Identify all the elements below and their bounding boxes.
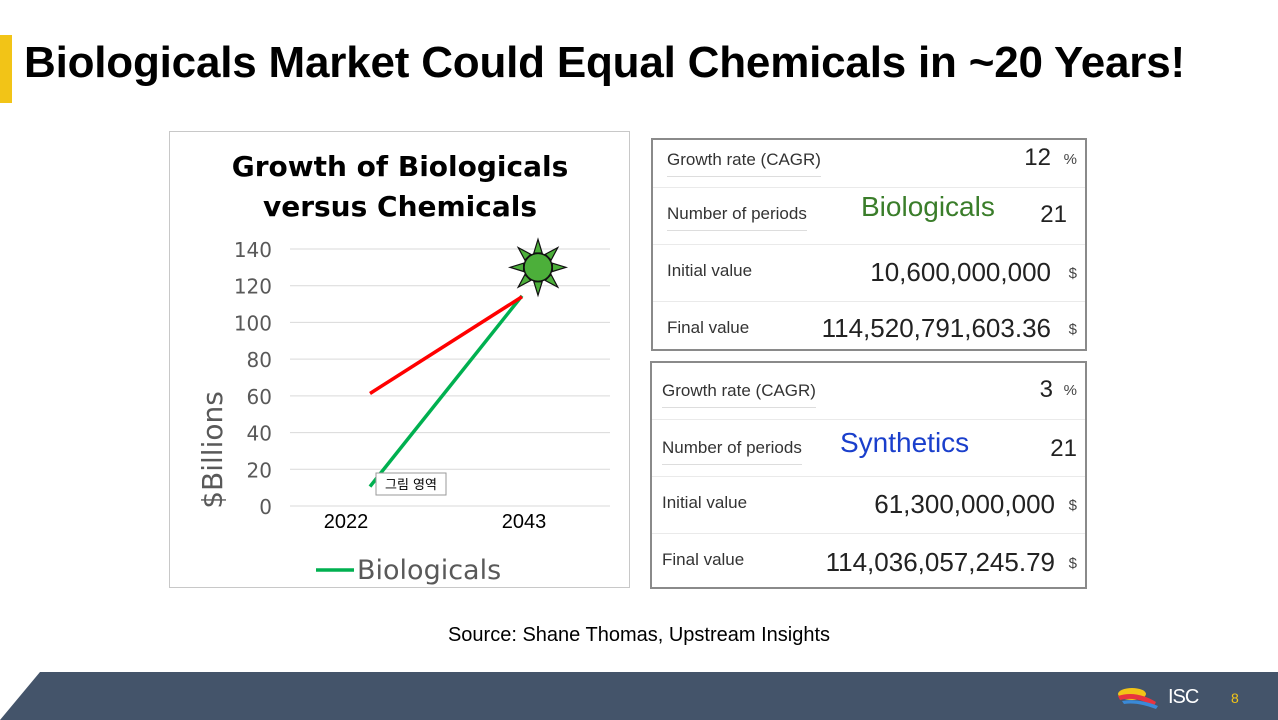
initial-value[interactable]: 61,300,000,000 [874, 489, 1055, 519]
chart-svg: Growth of Biologicals versus Chemicals $… [196, 150, 610, 586]
calc-separator [652, 533, 1085, 534]
calc-row-final: Final value 114,520,791,603.36 $ [653, 301, 1085, 358]
periods-label: Number of periods [667, 204, 807, 231]
y-tick-label: 140 [234, 238, 272, 262]
chart-title-line-1: Growth of Biologicals [232, 150, 569, 183]
footer-bar [0, 672, 1278, 720]
final-value-label: Final value [667, 318, 750, 337]
biologicals-calculator: Growth rate (CAGR) 12 % Number of period… [651, 138, 1087, 351]
legend-label: Biologicals [357, 555, 501, 586]
initial-value-unit: $ [1068, 497, 1077, 514]
legend-item: Biologicals [316, 555, 501, 586]
calc-separator [653, 187, 1085, 188]
growth-rate-unit: % [1063, 382, 1077, 399]
calc-row-final: Final value 114,036,057,245.79 $ [652, 533, 1085, 590]
source-citation: Source: Shane Thomas, Upstream Insights [447, 624, 831, 646]
calc-row-initial: Initial value 10,600,000,000 $ [653, 244, 1085, 301]
sun-core [523, 252, 553, 283]
x-tick-label: 2022 [324, 511, 369, 533]
final-value: 114,036,057,245.79 [825, 547, 1055, 577]
y-tick-label: 20 [247, 458, 272, 482]
series-line-biologicals [368, 294, 524, 488]
y-tick-label: 100 [234, 311, 272, 335]
growth-rate-label: Growth rate (CAGR) [667, 150, 821, 177]
calc-separator [652, 476, 1085, 477]
y-tick-label: 120 [234, 275, 272, 299]
synthetics-calculator: Growth rate (CAGR) 3 % Number of periods… [650, 361, 1087, 589]
calc-row-initial: Initial value 61,300,000,000 $ [652, 476, 1085, 533]
title-accent-bar [0, 35, 12, 103]
y-tick-label: 0 [259, 495, 272, 519]
calc-separator [653, 244, 1085, 245]
final-value-unit: $ [1068, 555, 1077, 572]
calc-separator [652, 419, 1085, 420]
calculator-name-biologicals: Biologicals [861, 191, 995, 222]
initial-value[interactable]: 10,600,000,000 [870, 257, 1051, 287]
initial-value-label: Initial value [662, 493, 748, 512]
growth-rate-value[interactable]: 3 [1039, 376, 1053, 403]
y-axis-label: $Billions [196, 391, 229, 509]
final-value: 114,520,791,603.36 [821, 313, 1051, 343]
initial-value-unit: $ [1068, 265, 1077, 282]
sun-marker-icon [507, 237, 569, 298]
periods-label: Number of periods [662, 438, 802, 465]
periods-value[interactable]: 21 [1050, 435, 1077, 462]
growth-rate-unit: % [1063, 151, 1077, 168]
chart-container: Growth of Biologicals versus Chemicals $… [169, 131, 630, 588]
y-tick-label: 80 [247, 348, 272, 372]
plot-area-tooltip: 그림 영역 [375, 472, 447, 496]
sun-ray [533, 237, 543, 254]
chart-title-line-2: versus Chemicals [263, 190, 537, 223]
sun-ray [533, 281, 543, 298]
growth-rate-value[interactable]: 12 [1024, 144, 1051, 171]
calc-row-periods: Number of periods Biologicals 21 [653, 187, 1085, 244]
slide-title: Biologicals Market Could Equal Chemicals… [24, 38, 1185, 87]
calc-row-growth-rate: Growth rate (CAGR) 12 % [653, 140, 1085, 197]
final-value-label: Final value [662, 550, 745, 569]
growth-rate-label: Growth rate (CAGR) [662, 381, 816, 408]
calc-separator [653, 301, 1085, 302]
calc-row-periods: Number of periods Synthetics 21 [652, 419, 1085, 476]
initial-value-label: Initial value [667, 261, 753, 280]
y-tick-label: 60 [247, 385, 272, 409]
page-number: 8 [1231, 690, 1239, 706]
calc-row-growth-rate: Growth rate (CAGR) 3 % [652, 363, 1085, 420]
tooltip-box [375, 472, 447, 496]
x-tick-label: 2043 [502, 511, 547, 533]
isc-logo-icon [1118, 688, 1158, 709]
sun-ray [551, 262, 569, 273]
logo-text: ISC [1168, 686, 1199, 708]
sun-ray [507, 262, 525, 273]
y-tick-label: 40 [247, 422, 272, 446]
periods-value[interactable]: 21 [1040, 201, 1067, 228]
tooltip-text: 그림 영역 [385, 478, 437, 493]
series-line-chemicals [369, 295, 523, 395]
final-value-unit: $ [1068, 321, 1077, 338]
calculator-name-synthetics: Synthetics [840, 427, 970, 458]
